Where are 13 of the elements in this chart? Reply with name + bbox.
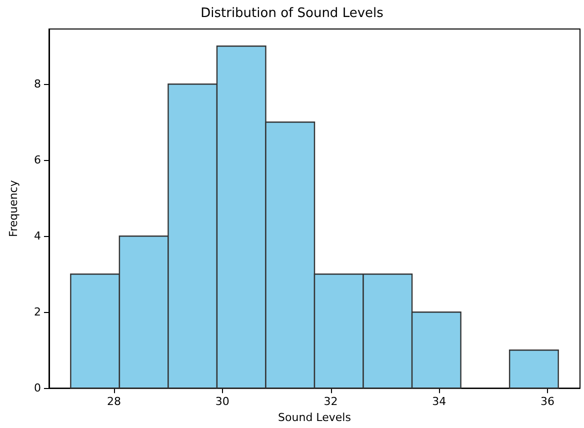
- x-tick-label: 32: [324, 395, 338, 408]
- x-tick-label: 30: [215, 395, 230, 408]
- x-tick-label: 36: [540, 395, 554, 408]
- x-tick-label: 28: [107, 395, 122, 408]
- y-tick-label: 8: [34, 78, 41, 91]
- x-axis-title: Sound Levels: [278, 411, 352, 424]
- y-tick-label: 6: [34, 154, 41, 167]
- y-tick-label: 0: [34, 382, 41, 395]
- y-tick-label: 2: [34, 306, 41, 319]
- x-tick-label: 34: [432, 395, 446, 408]
- y-tick-label: 4: [34, 230, 41, 243]
- chart-title: Distribution of Sound Levels: [200, 6, 384, 21]
- y-axis-title: Frequency: [7, 180, 20, 237]
